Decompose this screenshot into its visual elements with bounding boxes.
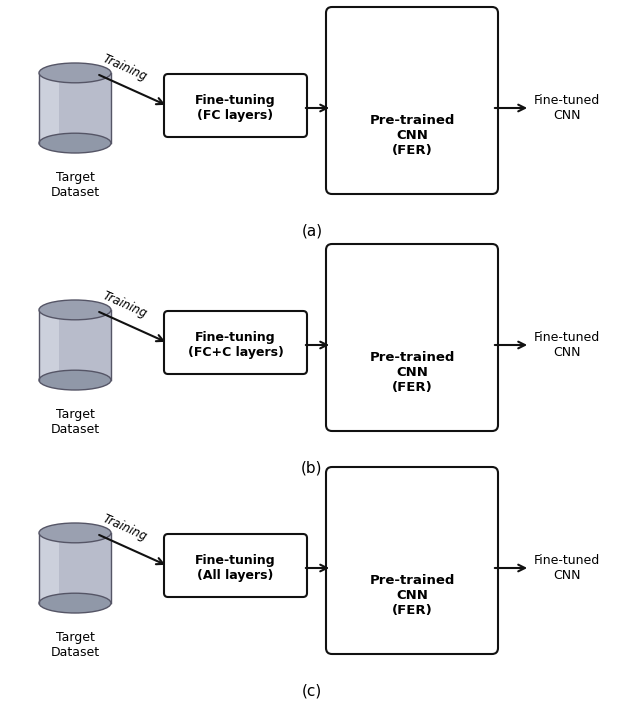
Circle shape bbox=[456, 32, 471, 47]
Text: Pre-trained
CNN
(FER): Pre-trained CNN (FER) bbox=[369, 351, 455, 394]
Circle shape bbox=[456, 40, 471, 55]
Bar bbox=[39, 310, 111, 380]
Text: (c): (c) bbox=[302, 683, 322, 698]
Circle shape bbox=[456, 277, 471, 292]
Circle shape bbox=[381, 486, 396, 502]
Text: Fine-tuning
(All layers): Fine-tuning (All layers) bbox=[195, 554, 276, 582]
Circle shape bbox=[348, 492, 363, 507]
Circle shape bbox=[381, 282, 396, 297]
Text: Fine-tuning
(FC+C layers): Fine-tuning (FC+C layers) bbox=[188, 331, 283, 359]
Bar bbox=[39, 73, 59, 143]
Text: Fine-tuned
CNN: Fine-tuned CNN bbox=[534, 554, 600, 582]
Text: Training: Training bbox=[100, 52, 149, 84]
FancyBboxPatch shape bbox=[164, 311, 307, 374]
Circle shape bbox=[348, 261, 363, 275]
Ellipse shape bbox=[39, 523, 111, 543]
Text: Fine-tuned
CNN: Fine-tuned CNN bbox=[534, 331, 600, 359]
Ellipse shape bbox=[39, 370, 111, 390]
FancyBboxPatch shape bbox=[164, 534, 307, 597]
Circle shape bbox=[348, 269, 363, 284]
Circle shape bbox=[456, 23, 471, 38]
Ellipse shape bbox=[39, 300, 111, 320]
Text: Target
Dataset: Target Dataset bbox=[51, 408, 100, 436]
Circle shape bbox=[421, 36, 436, 51]
Ellipse shape bbox=[39, 63, 111, 83]
Circle shape bbox=[348, 484, 363, 498]
Circle shape bbox=[421, 282, 436, 297]
Circle shape bbox=[421, 264, 436, 279]
Circle shape bbox=[348, 501, 363, 515]
Bar bbox=[39, 73, 111, 143]
Bar bbox=[39, 533, 59, 603]
Circle shape bbox=[381, 36, 396, 51]
Circle shape bbox=[421, 45, 436, 60]
Circle shape bbox=[381, 496, 396, 511]
Circle shape bbox=[381, 505, 396, 520]
Circle shape bbox=[421, 505, 436, 520]
Text: Fine-tuned
CNN: Fine-tuned CNN bbox=[534, 94, 600, 122]
Circle shape bbox=[421, 486, 436, 502]
Ellipse shape bbox=[39, 593, 111, 613]
Text: (a): (a) bbox=[301, 224, 323, 239]
Ellipse shape bbox=[39, 133, 111, 153]
FancyBboxPatch shape bbox=[326, 244, 498, 431]
Text: Fine-tuning
(FC layers): Fine-tuning (FC layers) bbox=[195, 94, 276, 122]
Circle shape bbox=[348, 32, 363, 47]
Circle shape bbox=[381, 27, 396, 42]
Text: (b): (b) bbox=[301, 460, 323, 476]
Circle shape bbox=[456, 484, 471, 498]
Circle shape bbox=[421, 27, 436, 42]
Circle shape bbox=[348, 508, 363, 524]
Circle shape bbox=[456, 269, 471, 284]
Circle shape bbox=[456, 492, 471, 507]
FancyBboxPatch shape bbox=[326, 7, 498, 194]
Circle shape bbox=[381, 45, 396, 60]
Text: Target
Dataset: Target Dataset bbox=[51, 631, 100, 659]
Text: Training: Training bbox=[100, 289, 149, 321]
Circle shape bbox=[421, 273, 436, 288]
Text: Pre-trained
CNN
(FER): Pre-trained CNN (FER) bbox=[369, 114, 455, 157]
Circle shape bbox=[348, 49, 363, 64]
Circle shape bbox=[381, 264, 396, 279]
FancyBboxPatch shape bbox=[164, 74, 307, 137]
FancyBboxPatch shape bbox=[326, 467, 498, 654]
Circle shape bbox=[348, 286, 363, 301]
Text: Training: Training bbox=[100, 513, 149, 544]
Circle shape bbox=[348, 277, 363, 292]
Circle shape bbox=[421, 496, 436, 511]
Circle shape bbox=[381, 273, 396, 288]
Circle shape bbox=[348, 23, 363, 38]
Circle shape bbox=[456, 286, 471, 301]
Circle shape bbox=[456, 508, 471, 524]
Bar bbox=[39, 310, 59, 380]
Text: Pre-trained
CNN
(FER): Pre-trained CNN (FER) bbox=[369, 574, 455, 617]
Circle shape bbox=[348, 40, 363, 55]
Circle shape bbox=[456, 501, 471, 515]
Bar bbox=[39, 533, 111, 603]
Text: Target
Dataset: Target Dataset bbox=[51, 171, 100, 199]
Circle shape bbox=[456, 261, 471, 275]
Circle shape bbox=[456, 49, 471, 64]
